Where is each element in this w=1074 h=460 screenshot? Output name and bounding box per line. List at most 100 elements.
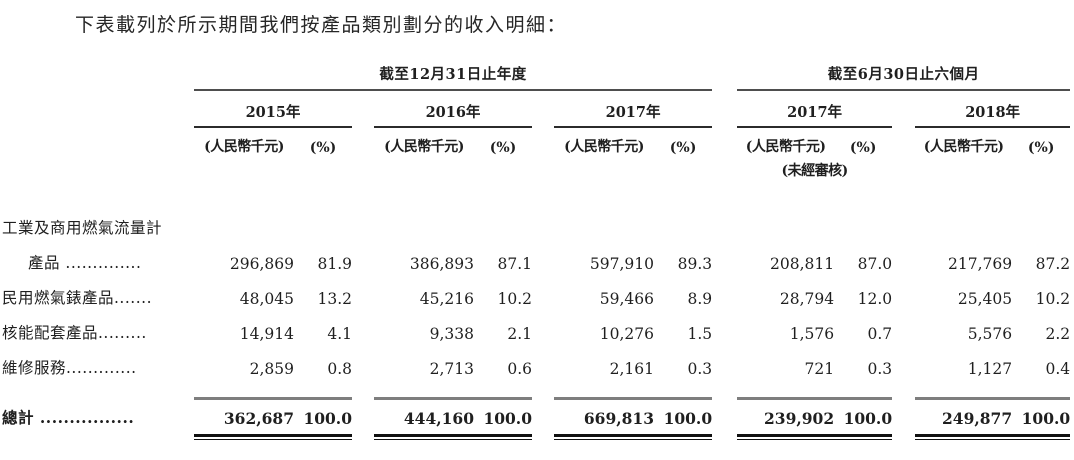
double-rule — [374, 433, 474, 440]
percent-label: (%) — [669, 140, 697, 156]
unaudited-note-row: (未經審核) — [2, 156, 1070, 180]
double-rule — [1012, 433, 1071, 440]
total-row: 總計 ................ 362,687 100.0 444,16… — [2, 400, 1070, 428]
cell-value: 217,769 — [948, 255, 1013, 273]
cell-value: 386,893 — [409, 255, 474, 273]
row-label-industrial-commercial-gas-meters: 工業及商用燃氣流量計 — [2, 219, 163, 237]
total-value: 669,813 — [583, 408, 654, 428]
total-value: 100.0 — [303, 408, 352, 428]
table-row: 核能配套產品......... 14,914 4.1 9,338 2.1 10,… — [2, 321, 1070, 356]
cell-value: 0.4 — [1045, 360, 1071, 378]
total-value: 100.0 — [1021, 408, 1071, 428]
cell-value: 0.3 — [687, 360, 713, 378]
unit-label: (人民幣千元) — [923, 139, 1004, 155]
cell-value: 48,045 — [239, 290, 294, 308]
cell-value: 0.3 — [867, 360, 893, 378]
group-gap — [712, 63, 737, 90]
cell-value: 13.2 — [317, 290, 352, 308]
cell-value: 0.6 — [507, 360, 532, 378]
cell-value: 10.2 — [497, 290, 532, 308]
period-group-header-row: 截至12月31日止年度 截至6月30日止六個月 — [2, 63, 1071, 91]
year-header-2018-interim: 2018年 — [915, 90, 1071, 128]
unit-label: (人民幣千元) — [745, 139, 826, 155]
row-label-total: 總計 ................ — [2, 407, 135, 427]
cell-value: 0.8 — [327, 360, 352, 378]
cell-value: 2,859 — [249, 360, 294, 378]
cell-value: 2.1 — [507, 325, 532, 343]
cell-value: 1.5 — [687, 325, 713, 343]
cell-value: 4.1 — [327, 325, 352, 343]
cell-value: 59,466 — [599, 290, 654, 308]
year-header-2017: 2017年 — [554, 90, 713, 128]
total-value: 249,877 — [942, 408, 1013, 428]
cell-value: 25,405 — [957, 290, 1013, 308]
total-top-rule — [554, 397, 654, 400]
year-header-2016: 2016年 — [374, 90, 532, 128]
cell-value: 45,216 — [419, 290, 474, 308]
percent-label: (%) — [309, 140, 337, 156]
cell-value: 721 — [804, 360, 835, 378]
table-row: 工業及商用燃氣流量計 — [2, 216, 1070, 251]
total-top-rule — [654, 397, 713, 400]
unit-label: (人民幣千元) — [204, 139, 284, 155]
cell-value: 1,127 — [967, 360, 1013, 378]
year-header-row: 2015年 2016年 2017年 2017年 2018年 — [2, 90, 1071, 128]
row-label-products: 產品 .............. — [28, 254, 142, 272]
cell-value: 208,811 — [770, 255, 835, 273]
double-rule — [194, 433, 294, 440]
cell-value: 12.0 — [857, 290, 893, 308]
year-header-2015: 2015年 — [194, 90, 352, 128]
cell-value: 28,794 — [779, 290, 835, 308]
group-header-interim: 截至6月30日止六個月 — [737, 63, 1071, 91]
table-row: 產品 .............. 296,869 81.9 386,893 8… — [2, 251, 1070, 286]
cell-value: 2,161 — [609, 360, 654, 378]
unaudited-label: (未經審核) — [781, 163, 848, 179]
double-rule — [554, 433, 654, 440]
total-top-rule — [915, 397, 1013, 400]
total-double-rule-row — [2, 428, 1071, 440]
cell-value: 296,869 — [229, 255, 294, 273]
percent-label: (%) — [1027, 140, 1055, 156]
table-row: 維修服務............. 2,859 0.8 2,713 0.6 2,… — [2, 356, 1070, 391]
group-header-annual: 截至12月31日止年度 — [194, 63, 713, 91]
total-top-rule — [1012, 397, 1071, 400]
double-rule — [915, 433, 1013, 440]
cell-value: 8.9 — [687, 290, 713, 308]
total-value: 100.0 — [663, 408, 713, 428]
row-label-nuclear-ancillary-products: 核能配套產品......... — [2, 324, 147, 342]
total-top-rule — [374, 397, 474, 400]
cell-value: 1,576 — [789, 325, 835, 343]
cell-value: 10,276 — [599, 325, 654, 343]
year-header-2017-interim: 2017年 — [737, 90, 893, 128]
table-row: 民用燃氣錶產品....... 48,045 13.2 45,216 10.2 5… — [2, 286, 1070, 321]
spacer-row — [2, 180, 1070, 216]
total-top-rule — [737, 397, 835, 400]
unit-header-row: (人民幣千元) (%) (人民幣千元) (%) (人民幣千元) (%) (人民幣… — [2, 127, 1070, 156]
row-label-residential-gas-meters: 民用燃氣錶產品....... — [2, 289, 152, 307]
cell-value: 2.2 — [1045, 325, 1071, 343]
total-value: 239,902 — [764, 408, 835, 428]
cell-value: 87.0 — [857, 255, 893, 273]
total-top-rule — [194, 397, 294, 400]
cell-value: 87.1 — [497, 255, 532, 273]
table-caption: 下表載列於所示期間我們按產品類別劃分的收入明細： — [75, 14, 568, 36]
cell-value: 87.2 — [1035, 255, 1071, 273]
double-rule — [294, 433, 352, 440]
cell-value: 2,713 — [429, 360, 474, 378]
total-top-rule — [294, 397, 352, 400]
double-rule — [654, 433, 713, 440]
unit-label: (人民幣千元) — [564, 139, 644, 155]
double-rule — [834, 433, 893, 440]
cell-value: 5,576 — [967, 325, 1013, 343]
total-top-rule — [474, 397, 532, 400]
total-top-rule-row — [2, 391, 1071, 400]
cell-value: 14,914 — [239, 325, 294, 343]
cell-value: 89.3 — [677, 255, 713, 273]
revenue-by-product-table: 截至12月31日止年度 截至6月30日止六個月 2015年 2016年 2017… — [2, 63, 1071, 440]
total-top-rule — [834, 397, 893, 400]
percent-label: (%) — [849, 140, 877, 156]
row-label-repair-services: 維修服務............. — [2, 359, 137, 377]
cell-value: 0.7 — [867, 325, 893, 343]
cell-value: 81.9 — [317, 255, 352, 273]
total-value: 100.0 — [483, 408, 532, 428]
